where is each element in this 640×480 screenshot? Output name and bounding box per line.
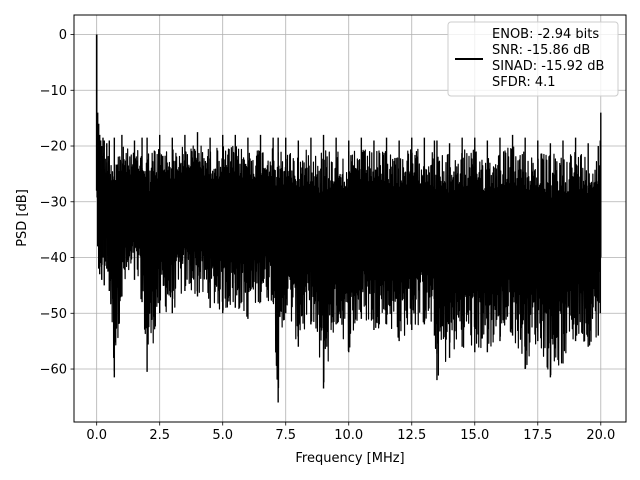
x-tick-label: 0.0: [86, 428, 107, 443]
legend-box: [447, 21, 619, 97]
y-tick-label: −10: [40, 84, 67, 99]
x-tick-label: 5.0: [212, 428, 233, 443]
legend-entry-snr: SNR: -15.86 dB: [492, 43, 590, 58]
y-tick-label: −40: [40, 251, 67, 266]
x-tick-label: 7.5: [275, 428, 296, 443]
y-tick-label: −60: [40, 363, 67, 378]
y-tick-label: −50: [40, 307, 67, 322]
x-axis-label: Frequency [MHz]: [295, 451, 404, 466]
x-tick-label: 20.0: [586, 428, 615, 443]
x-tick-label: 12.5: [397, 428, 426, 443]
y-tick-label: −30: [40, 195, 67, 210]
x-tick-label: 17.5: [523, 428, 552, 443]
legend-entry-sinad: SINAD: -15.92 dB: [492, 59, 604, 74]
x-axis-ticks: 0.0 2.5 5.0 7.5 10.0 12.5 15.0 17.5 20.0: [86, 422, 615, 443]
legend: ENOB: -2.94 bits SNR: -15.86 dB SINAD: -…: [447, 21, 619, 97]
legend-entry-sfdr: SFDR: 4.1: [492, 75, 556, 90]
x-tick-label: 15.0: [460, 428, 489, 443]
legend-entry-enob: ENOB: -2.94 bits: [492, 27, 599, 42]
axes-frame: [73, 14, 627, 423]
x-tick-label: 2.5: [149, 428, 170, 443]
y-tick-label: −20: [40, 140, 67, 155]
x-tick-label: 10.0: [334, 428, 363, 443]
y-axis-label: PSD [dB]: [15, 189, 30, 247]
psd-trace: [95, 34, 602, 403]
y-axis-ticks: 0 −10 −20 −30 −40 −50 −60: [40, 28, 74, 378]
y-tick-label: 0: [59, 28, 67, 43]
